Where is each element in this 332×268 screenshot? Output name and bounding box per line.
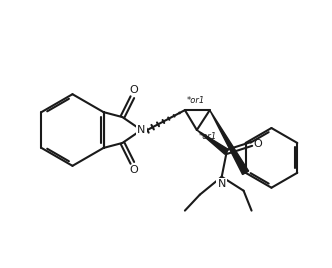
Polygon shape [197, 130, 228, 154]
Text: *or1: *or1 [187, 96, 205, 105]
Text: N: N [137, 125, 145, 135]
Text: O: O [129, 85, 138, 95]
Text: O: O [129, 165, 138, 175]
Text: N: N [217, 179, 226, 189]
Text: O: O [253, 139, 262, 149]
Text: *or1: *or1 [199, 132, 217, 141]
Polygon shape [210, 110, 249, 174]
